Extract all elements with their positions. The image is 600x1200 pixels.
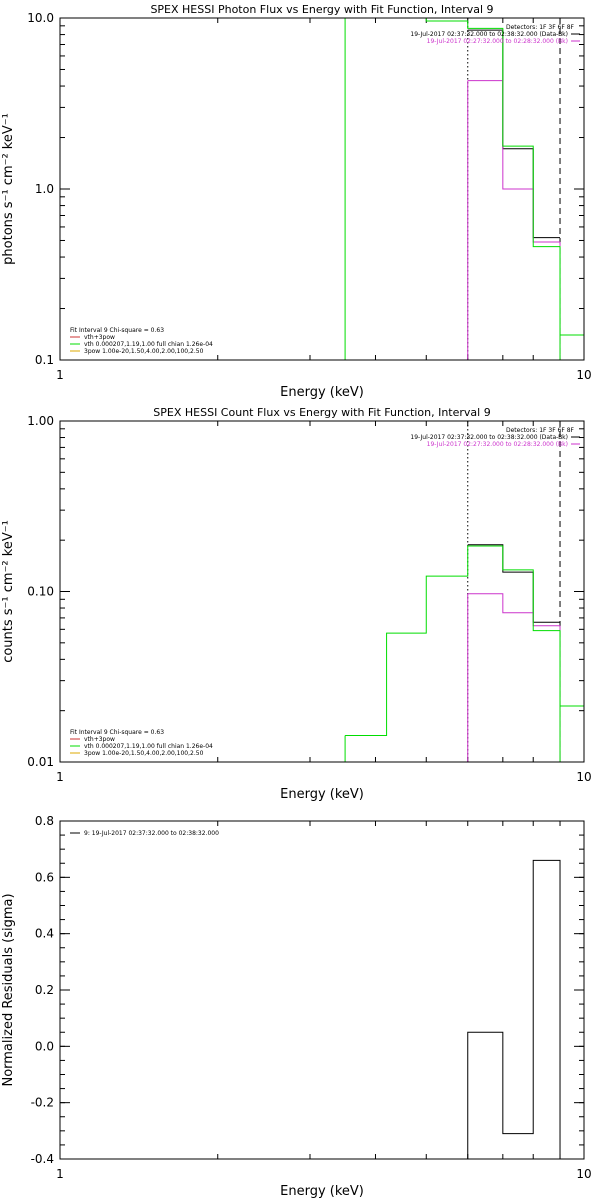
x-axis-label: Energy (keV) xyxy=(280,385,364,400)
series-bk xyxy=(467,80,561,243)
header-line: 19-Jul-2017 02:27:32.000 to 02:28:32.000… xyxy=(427,38,568,45)
x-minor-ticks xyxy=(217,421,561,762)
y-tick-label: 0.6 xyxy=(35,870,54,884)
series-residuals xyxy=(467,859,561,1159)
header-line: 19-Jul-2017 02:37:32.000 to 02:38:32.000… xyxy=(410,31,568,38)
y-tick-label: -0.4 xyxy=(31,1152,54,1166)
y-tick-label: 0.8 xyxy=(35,814,54,828)
y-tick-label: 1.00 xyxy=(27,414,54,428)
series-data-bk xyxy=(467,544,561,623)
x-tick-label: 1 xyxy=(56,368,64,382)
y-tick-label: 1.0 xyxy=(35,182,54,196)
header-line: 19-Jul-2017 02:37:32.000 to 02:38:32.000… xyxy=(410,434,568,441)
x-axis-label: Energy (keV) xyxy=(280,787,364,802)
plot-frame xyxy=(59,420,585,763)
plot-frame xyxy=(59,17,585,361)
chart-title: SPEX HESSI Count Flux vs Energy with Fit… xyxy=(153,406,490,419)
legend: Fit Interval 9 Chi-square = 0.63vth+3pow… xyxy=(70,729,213,757)
x-minor-ticks xyxy=(217,18,561,360)
legend-entry: vth+3pow xyxy=(84,736,115,743)
y-axis-label: photons s⁻¹ cm⁻² keV⁻¹ xyxy=(1,113,16,265)
legend: 9: 19-Jul-2017 02:37:32.000 to 02:38:32.… xyxy=(70,830,219,837)
chart-1: SPEX HESSI Photon Flux vs Energy with Fi… xyxy=(1,3,592,400)
x-tick-label: 1 xyxy=(56,770,64,784)
y-tick-label: 0.10 xyxy=(27,585,54,599)
x-tick-label: 10 xyxy=(576,368,591,382)
x-axis-label: Energy (keV) xyxy=(280,1184,364,1199)
header-line: Detectors: 1F 3F 6F 8F xyxy=(506,24,575,31)
x-minor-ticks xyxy=(217,821,561,1159)
chart-2: SPEX HESSI Count Flux vs Energy with Fit… xyxy=(1,406,592,802)
y-tick-label: 0.1 xyxy=(35,353,54,367)
series-vth xyxy=(345,545,584,737)
plot-area xyxy=(467,859,561,1159)
legend-entry: 9: 19-Jul-2017 02:37:32.000 to 02:38:32.… xyxy=(84,830,219,837)
y-tick-label: 0.01 xyxy=(27,755,54,769)
y-tick-label: 0.4 xyxy=(35,927,54,941)
y-tick-label: 0.2 xyxy=(35,983,54,997)
legend-entry: vth 0.000207,1.19,1.00 full chian 1.26e-… xyxy=(84,341,213,348)
plot-area xyxy=(344,421,584,762)
legend-entry: 3pow 1.00e-20,1.50,4.00,2.00,100,2.50 xyxy=(84,750,204,757)
x-tick-label: 10 xyxy=(576,1167,591,1181)
x-tick-label: 10 xyxy=(576,770,591,784)
legend-entry: 3pow 1.00e-20,1.50,4.00,2.00,100,2.50 xyxy=(84,348,204,355)
y-axis-label: counts s⁻¹ cm⁻² keV⁻¹ xyxy=(1,520,16,663)
legend-head: Fit Interval 9 Chi-square = 0.63 xyxy=(70,729,164,736)
legend-entry: vth 0.000207,1.19,1.00 full chian 1.26e-… xyxy=(84,743,213,750)
y-minor-ticks xyxy=(60,428,584,712)
y-tick-label: -0.2 xyxy=(31,1096,54,1110)
y-axis-label: Normalized Residuals (sigma) xyxy=(1,893,16,1086)
legend-head: Fit Interval 9 Chi-square = 0.63 xyxy=(70,327,164,334)
y-tick-label: 0.0 xyxy=(35,1039,54,1053)
y-minor-ticks xyxy=(60,25,584,310)
legend-entry: vth+3pow xyxy=(84,334,115,341)
series-bk xyxy=(467,593,561,627)
header-line: Detectors: 1F 3F 6F 8F xyxy=(506,427,575,434)
header-line: 19-Jul-2017 02:27:32.000 to 02:28:32.000… xyxy=(427,441,568,448)
plot-frame xyxy=(59,820,585,1160)
series-data-bk xyxy=(467,29,561,239)
y-tick-label: 10.0 xyxy=(27,11,54,25)
y-minor-ticks xyxy=(60,820,584,1160)
x-tick-label: 1 xyxy=(56,1167,64,1181)
plot-area xyxy=(344,18,584,360)
chart-title: SPEX HESSI Photon Flux vs Energy with Fi… xyxy=(150,3,493,16)
series-vth xyxy=(345,18,584,336)
legend: Fit Interval 9 Chi-square = 0.63vth+3pow… xyxy=(70,327,213,355)
chart-3: 1 10 -0.4 -0.2 0.0 0.2 0.4 0.6 0.8 Energy (keV) No… xyxy=(1,814,592,1199)
